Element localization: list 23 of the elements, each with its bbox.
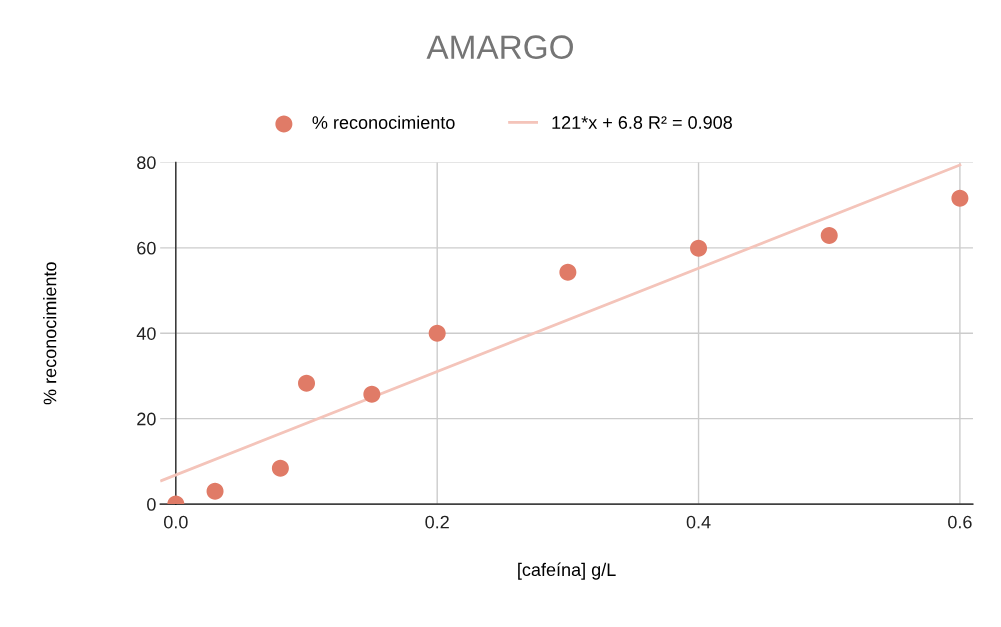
point	[820, 226, 838, 244]
x-tick-label: 0.0	[164, 515, 188, 529]
x-tick-label: 0.2	[425, 515, 449, 529]
x-tick-label: 0.4	[686, 515, 711, 529]
legend-label: % reconocimiento	[312, 115, 455, 129]
y-axis-title: % reconocimiento	[43, 262, 57, 405]
point	[559, 263, 577, 281]
y-tick-label: 0	[147, 498, 156, 511]
x-tick-label: 0.6	[948, 515, 972, 529]
legend-label: 121*x + 6.8 R² = 0.908	[552, 116, 732, 129]
point	[271, 459, 289, 477]
point	[428, 324, 446, 342]
point	[206, 482, 224, 500]
point	[298, 374, 316, 392]
chart-title: AMARGO	[426, 35, 573, 59]
point	[690, 239, 708, 257]
y-tick-label: 40	[136, 327, 156, 340]
point	[951, 189, 969, 207]
x-axis-title: [cafeína] g/L	[518, 562, 616, 580]
point	[363, 385, 381, 403]
y-tick-label: 20	[137, 412, 156, 426]
y-tick-label: 80	[137, 156, 156, 170]
y-tick-label: 60	[137, 241, 156, 255]
